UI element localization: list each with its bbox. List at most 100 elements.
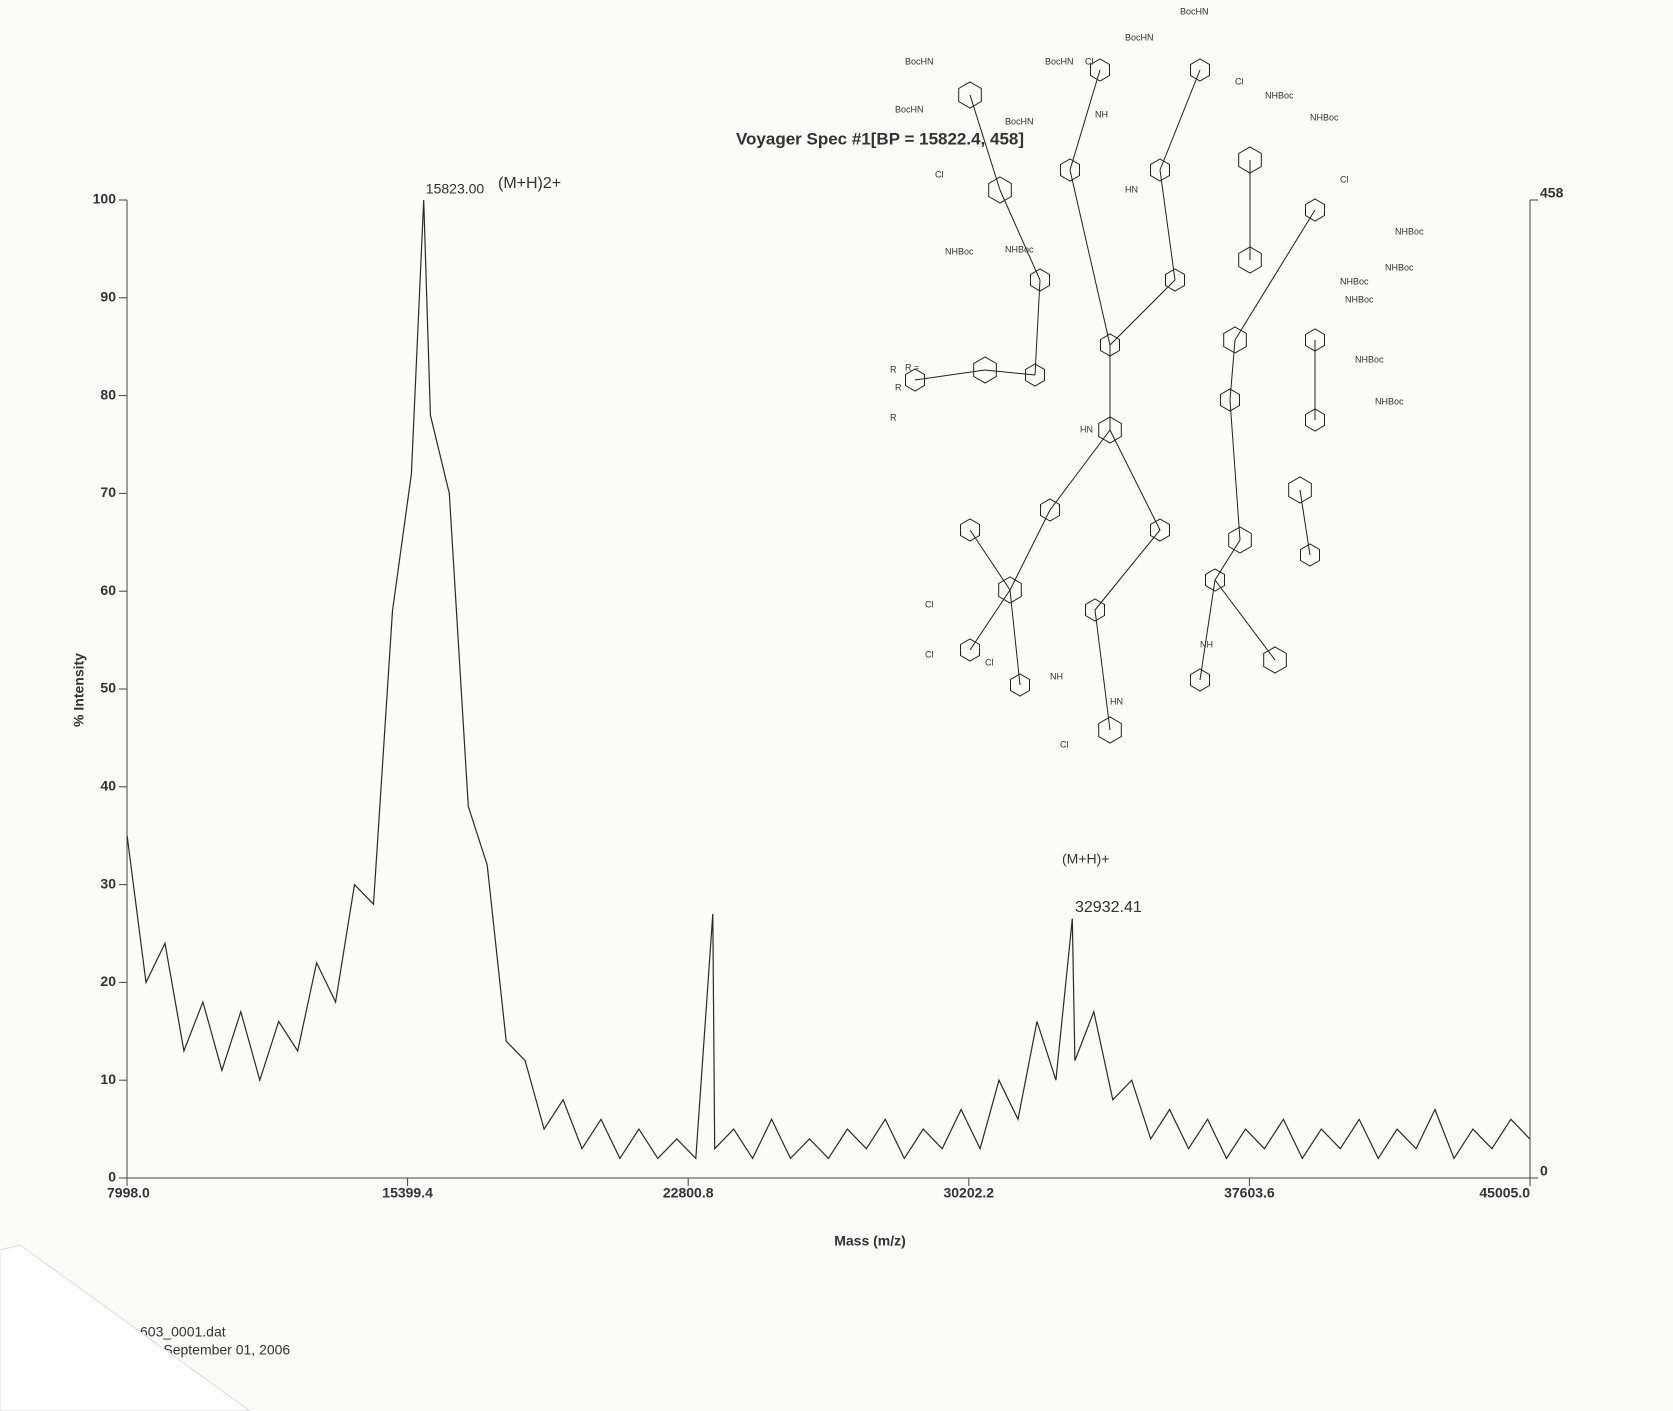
structure-bond [1034,279,1041,376]
structure-ring [1263,646,1287,674]
structure-label: BocHN [895,104,924,114]
structure-label: R [895,382,902,392]
structure-label: NHBoc [1340,276,1369,286]
structure-ring [1085,598,1105,622]
structure-ring [960,638,980,662]
y-tick-label: 60 [100,582,116,598]
structure-label: R = [905,362,919,372]
y-tick-label: 100 [93,191,117,207]
structure-label: Cl [985,657,994,667]
structure-label: Cl [925,599,934,609]
y-tick-label: 20 [100,973,116,989]
structure-label: NH [1200,639,1213,649]
y-tick-label: 40 [100,778,116,794]
structure-label: Cl [1340,174,1349,184]
structure-ring [998,576,1022,604]
structure-ring [1190,58,1210,82]
y-axis-label: % Intensity [71,653,87,727]
spectrum-line [126,199,1531,1160]
structure-bond [969,94,1001,191]
structure-ring [1305,198,1325,222]
structure-bond [914,369,986,381]
structure-bond [984,369,1036,376]
structure-bond [999,189,1041,281]
structure-bond [1159,169,1176,281]
y2-tick-label: 0 [1540,1163,1548,1179]
structure-label: NHBoc [1385,262,1414,272]
structure-ring [1220,388,1240,412]
y-tick-label: 0 [108,1169,116,1185]
structure-bond [1009,509,1051,591]
structure-ring [958,81,982,109]
annotation: (M+H)2+ [498,175,561,192]
structure-ring [1305,408,1325,432]
y-tick-label: 70 [100,484,116,500]
structure-bond [1159,69,1201,171]
structure-bond [1069,169,1111,346]
structure-bond [1069,69,1101,171]
y-tick-label: 80 [100,386,116,402]
structure-bond [1009,589,1021,686]
x-axis-label: Mass (m/z) [834,1233,906,1249]
annotation: (M+H)+ [1062,851,1109,867]
y2-tick-label: 458 [1540,185,1564,201]
structure-ring [905,368,925,392]
structure-ring [1098,416,1122,444]
structure-ring [1025,363,1045,387]
structure-bond [1049,429,1111,511]
structure-bond [1229,339,1236,401]
structure-ring [1040,498,1060,522]
structure-ring [1190,668,1210,692]
structure-ring [1060,158,1080,182]
structure-label: Cl [935,169,944,179]
structure-label: HN [1110,696,1123,706]
structure-label: NHBoc [1355,354,1384,364]
structure-bond [1094,529,1161,611]
structure-label: NHBoc [1395,226,1424,236]
structure-label: BocHN [1180,6,1209,16]
structure-label: NH [1095,109,1108,119]
structure-ring [1090,58,1110,82]
structure-label: NHBoc [1375,396,1404,406]
structure-bond [1109,279,1176,346]
structure-ring [960,518,980,542]
x-tick-label: 45005.0 [1479,1185,1530,1201]
structure-ring [1165,268,1185,292]
structure-ring [1228,526,1252,554]
structure-label: Cl [925,649,934,659]
structure-ring [988,176,1012,204]
structure-ring [1223,326,1247,354]
structure-bond [1214,579,1276,661]
structure-ring [1288,476,1312,504]
structure-ring [973,356,997,384]
x-tick-label: 37603.6 [1224,1185,1275,1201]
x-tick-label: 22800.8 [663,1185,714,1201]
structure-ring [1030,268,1050,292]
annotation: 32932.41 [1075,899,1142,916]
chart-title: Voyager Spec #1[BP = 15822.4, 458] [736,129,1024,148]
structure-label: NHBoc [945,246,974,256]
y-tick-label: 10 [100,1071,116,1087]
structure-ring [1300,543,1320,567]
structure-label: NHBoc [1005,244,1034,254]
y-tick-label: 90 [100,289,116,305]
footer-text: 603_0001.dat [140,1324,226,1340]
structure-label: NHBoc [1265,90,1294,100]
x-tick-label: 15399.4 [382,1185,433,1201]
structure-ring [1150,518,1170,542]
structure-label: BocHN [1125,32,1154,42]
structure-label: Cl [1060,739,1069,749]
structure-ring [1010,673,1030,697]
structure-bond [969,589,1011,651]
structure-bond [1214,539,1241,581]
structure-bond [1094,609,1111,731]
paper-corner [0,1244,251,1411]
structure-label: HN [1125,184,1138,194]
structure-label: BocHN [1005,116,1034,126]
x-tick-label: 7998.0 [107,1185,150,1201]
structure-ring [1238,246,1262,274]
structure-ring [1205,568,1225,592]
structure-bond [1109,429,1161,531]
structure-label: BocHN [905,56,934,66]
